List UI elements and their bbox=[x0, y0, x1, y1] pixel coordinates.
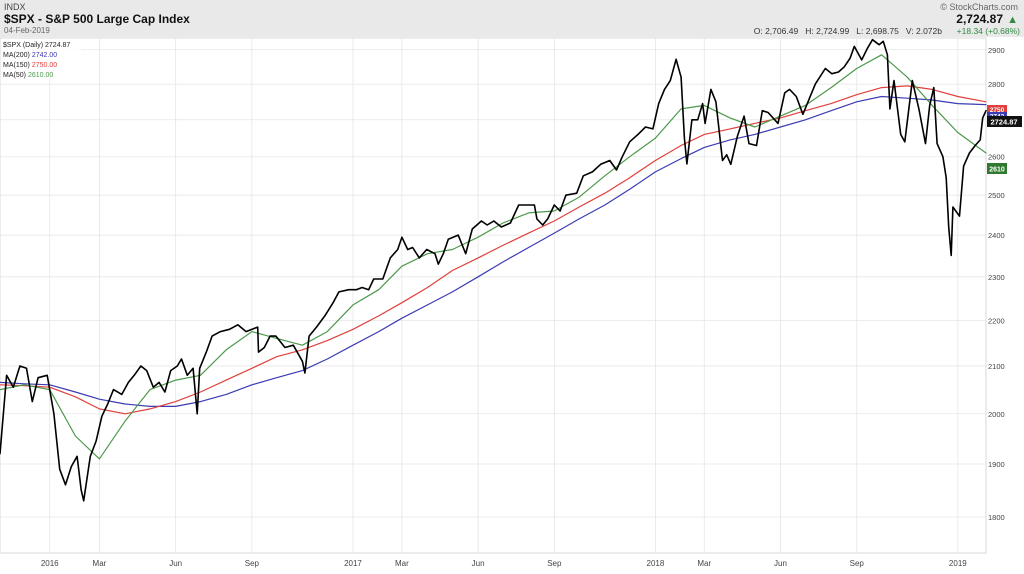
x-tick-label: Sep bbox=[547, 559, 562, 568]
legend-ma50-label: MA(50) bbox=[3, 72, 26, 79]
ma-line-150 bbox=[0, 85, 987, 415]
y-tick-label: 2000 bbox=[988, 410, 1005, 419]
legend-price: $SPX (Daily) 2724.87 bbox=[3, 42, 70, 49]
ma-line-200 bbox=[0, 95, 987, 407]
legend-ma200-value: 2742.00 bbox=[32, 52, 57, 59]
badge-ma50 bbox=[987, 163, 1007, 174]
legend-ma200-label: MA(200) bbox=[3, 52, 30, 59]
legend: $SPX (Daily) 2724.87 MA(200) 2742.00 MA(1… bbox=[1, 39, 81, 79]
brand-label: © StockCharts.com bbox=[940, 2, 1018, 12]
last-price: 2,724.87 bbox=[956, 12, 1003, 26]
value-badges: 2750 2742 2724.87 2610 bbox=[987, 105, 1022, 174]
x-tick-label: Jun bbox=[472, 559, 485, 568]
axes: 1800190020002100220023002400250026002700… bbox=[41, 46, 1005, 568]
x-tick-label: 2017 bbox=[344, 559, 362, 568]
ma-line-50 bbox=[0, 54, 987, 460]
y-tick-label: 2500 bbox=[988, 191, 1005, 200]
legend-ma50-value: 2610.00 bbox=[28, 72, 53, 79]
exchange-label: INDX bbox=[4, 2, 26, 12]
series-layer bbox=[0, 38, 987, 502]
up-arrow-icon: ▲ bbox=[1007, 14, 1018, 26]
y-tick-label: 1900 bbox=[988, 460, 1005, 469]
legend-ma50: MA(50) 2610.00 bbox=[3, 72, 53, 79]
grid bbox=[0, 38, 986, 553]
y-tick-label: 2800 bbox=[988, 80, 1005, 89]
x-tick-label: 2018 bbox=[647, 559, 665, 568]
badge-price-text: 2724.87 bbox=[990, 118, 1017, 127]
plot-frame bbox=[0, 37, 987, 554]
legend-ma150-label: MA(150) bbox=[3, 62, 30, 69]
badge-ma150-text: 2750 bbox=[990, 107, 1005, 114]
x-tick-label: 2016 bbox=[41, 559, 59, 568]
ohlc-readout: O: 2,706.49 H: 2,724.99 L: 2,698.75 V: 2… bbox=[754, 26, 943, 36]
badge-price bbox=[987, 116, 1022, 127]
legend-box bbox=[1, 39, 81, 79]
badge-ma150 bbox=[987, 105, 1007, 114]
badge-ma50-text: 2610 bbox=[989, 167, 1005, 174]
x-tick-label: Mar bbox=[697, 559, 711, 568]
header-band bbox=[0, 0, 1024, 37]
x-tick-label: 2019 bbox=[949, 559, 967, 568]
chart-title: $SPX - S&P 500 Large Cap Index bbox=[4, 12, 190, 26]
y-tick-label: 1800 bbox=[988, 513, 1005, 522]
x-tick-label: Sep bbox=[850, 559, 865, 568]
y-tick-label: 2100 bbox=[988, 362, 1005, 371]
y-tick-label: 2200 bbox=[988, 316, 1005, 325]
legend-ma200: MA(200) 2742.00 bbox=[3, 52, 57, 59]
x-tick-label: Jun bbox=[774, 559, 787, 568]
y-tick-label: 2600 bbox=[988, 153, 1005, 162]
legend-ma150-value: 2750.00 bbox=[32, 62, 57, 69]
y-tick-label: 2300 bbox=[988, 273, 1005, 282]
y-tick-label: 2900 bbox=[988, 46, 1005, 55]
x-tick-label: Sep bbox=[245, 559, 260, 568]
x-tick-label: Mar bbox=[93, 559, 107, 568]
price-line bbox=[0, 38, 987, 502]
chart-date: 04-Feb-2019 bbox=[4, 26, 50, 35]
y-tick-label: 2400 bbox=[988, 231, 1005, 240]
x-tick-label: Jun bbox=[169, 559, 182, 568]
x-tick-label: Mar bbox=[395, 559, 409, 568]
legend-ma150: MA(150) 2750.00 bbox=[3, 62, 57, 69]
price-change: +18.34 (+0.68%) bbox=[957, 26, 1020, 36]
